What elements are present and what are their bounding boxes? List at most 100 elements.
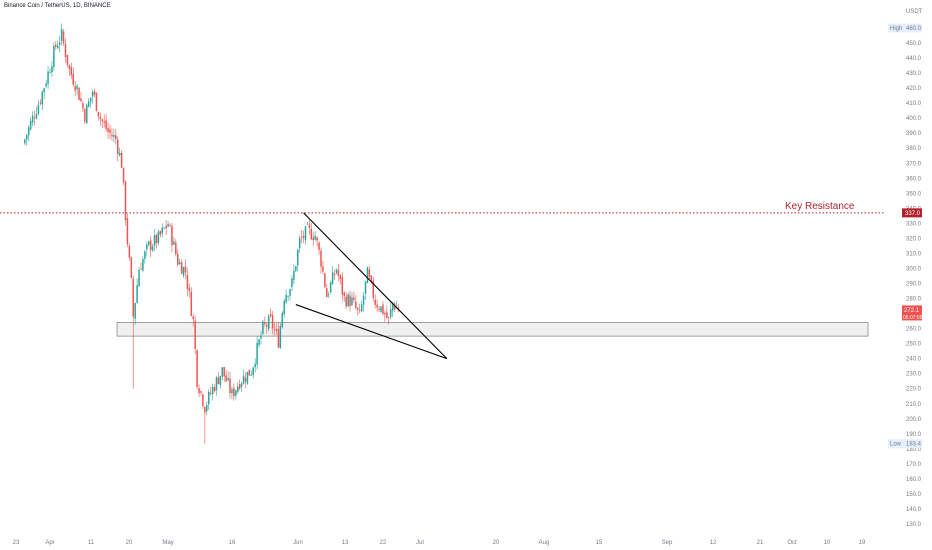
candle-body bbox=[269, 314, 272, 317]
candle-body bbox=[33, 117, 36, 119]
candle-body bbox=[246, 371, 249, 384]
candle-body bbox=[254, 363, 256, 368]
candle-body bbox=[116, 139, 119, 154]
candle-body bbox=[192, 316, 194, 320]
candle-body bbox=[324, 273, 326, 288]
candle-body bbox=[138, 269, 140, 287]
candle-body bbox=[47, 71, 49, 84]
candle-body bbox=[347, 294, 349, 307]
candle-body bbox=[27, 127, 30, 136]
candle-body bbox=[393, 303, 396, 310]
candle-body bbox=[43, 88, 45, 93]
candle-body bbox=[115, 135, 117, 140]
candle-body bbox=[391, 302, 394, 311]
x-tick-label: 19 bbox=[859, 540, 866, 546]
candle-body bbox=[95, 92, 98, 112]
x-tick-label: Aug bbox=[539, 540, 550, 546]
x-tick-label: 15 bbox=[596, 540, 603, 546]
candle-body bbox=[93, 91, 96, 95]
current-price-value: 272.1 bbox=[904, 308, 920, 314]
candle-body bbox=[204, 407, 206, 413]
candle-body bbox=[242, 375, 245, 384]
candle-body bbox=[252, 367, 254, 375]
candle-body bbox=[327, 294, 330, 296]
x-tick-label: 10 bbox=[824, 540, 831, 546]
y-tick-label: 290.0 bbox=[906, 282, 922, 288]
candle-body bbox=[184, 266, 187, 273]
candle-body bbox=[64, 43, 67, 58]
candle-body bbox=[238, 384, 241, 389]
candle-body bbox=[227, 378, 229, 381]
candle-body bbox=[235, 390, 237, 396]
candle-body bbox=[266, 325, 268, 327]
candle-body bbox=[277, 329, 280, 348]
x-tick-label: Jul bbox=[416, 540, 424, 546]
low-tag bbox=[888, 439, 922, 449]
candle-body bbox=[202, 394, 204, 407]
candle-body bbox=[99, 116, 102, 120]
candle-body bbox=[374, 299, 376, 305]
candle-body bbox=[250, 374, 253, 376]
candle-body bbox=[302, 235, 305, 238]
candle-body bbox=[229, 378, 231, 393]
candle-body bbox=[219, 375, 222, 385]
candle-body bbox=[387, 317, 390, 318]
candle-body bbox=[188, 287, 191, 292]
x-tick-label: 11 bbox=[88, 540, 95, 546]
y-tick-label: 360.0 bbox=[906, 176, 922, 182]
y-tick-label: 200.0 bbox=[906, 417, 922, 423]
candle-body bbox=[169, 224, 171, 226]
key-resistance-tag bbox=[902, 208, 922, 218]
candle-body bbox=[364, 281, 367, 294]
high-tag bbox=[888, 23, 922, 33]
candle-body bbox=[76, 85, 78, 90]
candle-body bbox=[281, 312, 284, 328]
candle-body bbox=[213, 387, 216, 392]
candle-body bbox=[304, 226, 307, 240]
candle-body bbox=[306, 223, 309, 225]
candle-body bbox=[372, 280, 375, 298]
key-resistance-label: Key Resistance bbox=[785, 201, 855, 212]
candle-body bbox=[223, 367, 225, 377]
candle-body bbox=[314, 235, 316, 240]
chart-title: Binance Coin / TetherUS, 1D, BINANCE bbox=[4, 3, 111, 9]
candle-body bbox=[84, 109, 86, 122]
candle-body bbox=[378, 308, 380, 311]
candle-body bbox=[55, 44, 57, 47]
candle-body bbox=[275, 328, 278, 331]
candle-body bbox=[39, 102, 42, 104]
candle-body bbox=[360, 304, 363, 312]
candle-body bbox=[287, 295, 289, 297]
candle-body bbox=[175, 242, 177, 255]
candle-body bbox=[211, 386, 214, 395]
y-tick-label: 230.0 bbox=[906, 372, 922, 378]
candle-body bbox=[308, 224, 311, 228]
candle-body bbox=[35, 114, 38, 119]
candle-body bbox=[26, 134, 28, 140]
candle-body bbox=[386, 312, 388, 318]
candle-body bbox=[349, 295, 351, 307]
candle-body bbox=[293, 271, 295, 280]
y-tick-label: 420.0 bbox=[906, 86, 922, 92]
candle-body bbox=[353, 297, 355, 300]
candle-body bbox=[198, 388, 200, 394]
candle-body bbox=[331, 272, 334, 285]
candle-body bbox=[376, 304, 378, 308]
candle-body bbox=[343, 292, 345, 296]
candle-body bbox=[215, 377, 218, 391]
candle-body bbox=[186, 274, 189, 289]
x-tick-label: Oct bbox=[787, 540, 797, 546]
candle-body bbox=[362, 295, 365, 305]
high-tag-label: High bbox=[890, 26, 902, 32]
candle-body bbox=[142, 258, 144, 271]
candle-body bbox=[341, 277, 344, 295]
candle-body bbox=[140, 268, 142, 270]
candle-body bbox=[196, 350, 198, 388]
candle-body bbox=[161, 227, 164, 234]
candle-body bbox=[78, 87, 80, 100]
y-tick-label: 260.0 bbox=[906, 327, 922, 333]
candle-body bbox=[351, 297, 353, 306]
x-tick-label: 16 bbox=[229, 540, 236, 546]
candle-body bbox=[380, 306, 382, 312]
